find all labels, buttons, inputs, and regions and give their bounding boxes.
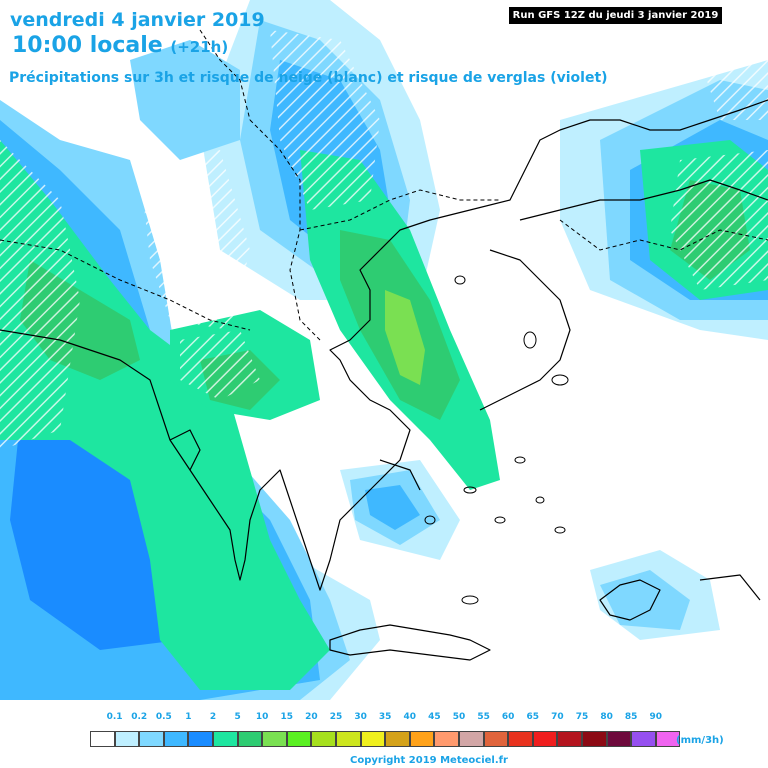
legend-swatch bbox=[286, 731, 312, 747]
legend-label: 60 bbox=[501, 712, 515, 722]
legend-swatch bbox=[409, 731, 435, 747]
islands bbox=[424, 275, 569, 605]
legend-label: 30 bbox=[354, 712, 367, 722]
legend-swatch bbox=[631, 731, 656, 747]
legend-label: 45 bbox=[428, 712, 441, 722]
legend-swatch bbox=[532, 731, 558, 747]
copyright: Copyright 2019 Meteociel.fr bbox=[350, 755, 508, 766]
legend-label: 75 bbox=[575, 712, 589, 722]
legend-label: 55 bbox=[477, 712, 490, 722]
legend-swatch bbox=[90, 731, 115, 747]
legend-label: 15 bbox=[280, 712, 294, 722]
legend-label: 0.1 bbox=[106, 712, 123, 722]
legend-label: 5 bbox=[234, 712, 241, 722]
legend-label: 1 bbox=[185, 712, 192, 722]
legend-label: 2 bbox=[209, 712, 217, 722]
legend-swatch bbox=[262, 731, 287, 747]
legend-swatch bbox=[459, 731, 484, 747]
legend-unit: (mm/3h) bbox=[676, 735, 724, 746]
legend-swatch bbox=[606, 731, 632, 747]
legend-label: 90 bbox=[649, 712, 663, 722]
coastlines bbox=[0, 99, 768, 661]
legend-swatch bbox=[213, 731, 238, 747]
legend-swatch bbox=[655, 731, 681, 747]
legend-label: 80 bbox=[600, 712, 613, 722]
legend-swatch bbox=[557, 731, 582, 747]
legend-label: 50 bbox=[452, 712, 466, 722]
legend-label: 70 bbox=[551, 712, 564, 722]
legend-swatch bbox=[237, 731, 263, 747]
legend-label: 65 bbox=[526, 712, 540, 722]
map-description: Précipitations sur 3h et risque de neige… bbox=[9, 70, 608, 86]
legend-label: 10 bbox=[255, 712, 269, 722]
legend-swatch bbox=[336, 731, 361, 747]
legend-swatch bbox=[139, 731, 164, 747]
forecast-offset: (+21h) bbox=[170, 38, 229, 56]
legend-label: 35 bbox=[378, 712, 392, 722]
legend-label: 40 bbox=[403, 712, 417, 722]
model-run-label: Run GFS 12Z du jeudi 3 janvier 2019 bbox=[509, 7, 722, 24]
forecast-date: vendredi 4 janvier 2019 bbox=[10, 9, 265, 31]
legend-label: 0.5 bbox=[155, 712, 172, 722]
legend-swatch bbox=[188, 731, 213, 747]
snow-risk-hatching bbox=[0, 30, 768, 450]
legend-swatch bbox=[508, 731, 533, 747]
legend-swatch bbox=[434, 731, 459, 747]
legend-swatch bbox=[385, 731, 410, 747]
legend-label: 20 bbox=[305, 712, 318, 722]
legend-swatch bbox=[483, 731, 509, 747]
forecast-time: 10:00 locale (+21h) bbox=[12, 33, 228, 58]
legend-label: 85 bbox=[624, 712, 638, 722]
legend-swatch bbox=[163, 731, 189, 747]
legend-swatch bbox=[360, 731, 386, 747]
legend-label: 25 bbox=[329, 712, 343, 722]
legend-swatch bbox=[311, 731, 336, 747]
legend-label: 0.2 bbox=[131, 712, 148, 722]
precip-lime bbox=[385, 290, 425, 385]
borders bbox=[0, 29, 768, 341]
legend-swatch bbox=[114, 731, 140, 747]
forecast-time-value: 10:00 locale bbox=[12, 33, 163, 58]
legend-swatch bbox=[582, 731, 607, 747]
